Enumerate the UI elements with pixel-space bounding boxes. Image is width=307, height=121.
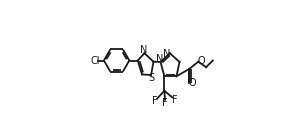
- Text: F: F: [172, 95, 178, 105]
- Text: F: F: [162, 98, 168, 108]
- Text: N: N: [156, 54, 163, 64]
- Text: N: N: [163, 49, 170, 59]
- Text: S: S: [148, 73, 154, 83]
- Text: O: O: [197, 56, 205, 66]
- Text: O: O: [188, 79, 196, 88]
- Text: Cl: Cl: [91, 56, 100, 65]
- Text: F: F: [152, 96, 157, 106]
- Text: N: N: [140, 45, 148, 55]
